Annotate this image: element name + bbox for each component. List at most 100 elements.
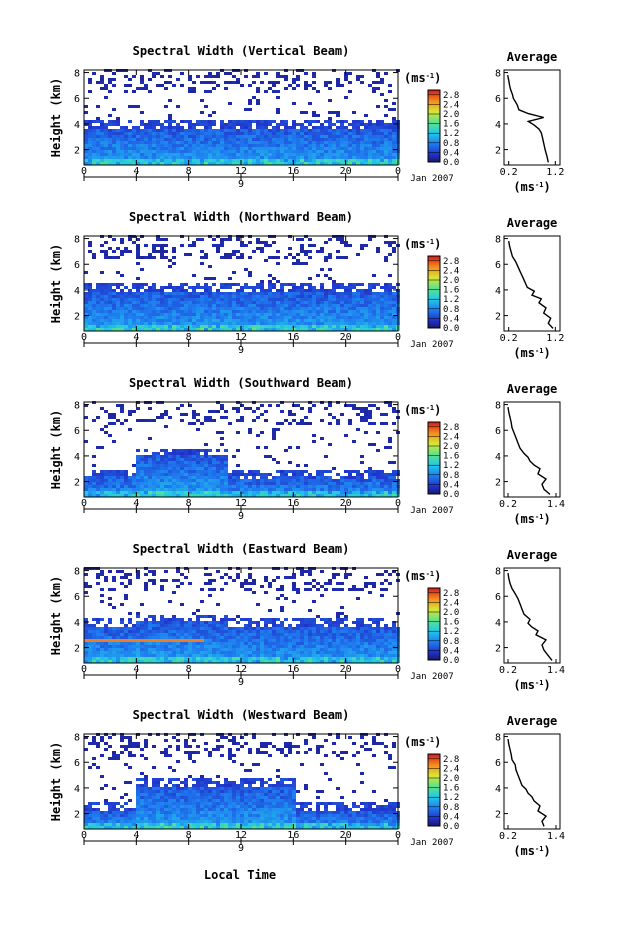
heatmap-cell (160, 479, 164, 482)
heatmap-cell (108, 144, 112, 147)
heatmap-cell (216, 603, 220, 606)
heatmap-cell (388, 307, 392, 310)
heatmap-cell (144, 295, 148, 298)
heatmap-cell (376, 470, 380, 473)
heatmap-cell (296, 322, 300, 325)
heatmap-cell (184, 627, 188, 630)
heatmap-cell (188, 325, 192, 328)
heatmap-cell (296, 473, 300, 476)
heatmap-cell (324, 470, 328, 473)
heatmap-cell (244, 627, 248, 630)
heatmap-cell (160, 585, 164, 588)
heatmap-cell (108, 289, 112, 292)
heatmap-cell (96, 126, 100, 129)
heatmap-cell (240, 253, 244, 256)
heatmap-cell (248, 651, 252, 654)
heatmap-cell (220, 467, 224, 470)
heatmap-cell (128, 573, 132, 576)
heatmap-cell (208, 464, 212, 467)
heatmap-cell (220, 476, 224, 479)
heatmap-cell (180, 144, 184, 147)
heatmap-cell (160, 325, 164, 328)
heatmap-cell (152, 657, 156, 660)
heatmap-cell (160, 476, 164, 479)
heatmap-cell (276, 470, 280, 473)
heatmap-cell (224, 482, 228, 485)
heatmap-cell (208, 594, 212, 597)
heatmap-cell (240, 645, 244, 648)
heatmap-cell (148, 642, 152, 645)
heatmap-cell (256, 651, 260, 654)
heatmap-cell (204, 123, 208, 126)
heatmap-cell (244, 120, 248, 123)
heatmap-cell (288, 639, 292, 642)
heatmap-cell (200, 479, 204, 482)
heatmap-cell (348, 313, 352, 316)
heatmap-cell (168, 322, 172, 325)
heatmap-cell (160, 156, 164, 159)
heatmap-cell (172, 316, 176, 319)
heatmap-cell (292, 322, 296, 325)
heatmap-cell (260, 636, 264, 639)
heatmap-cell (140, 81, 144, 84)
heatmap-cell (360, 123, 364, 126)
heatmap-cell (252, 328, 256, 331)
heatmap-cell (188, 491, 192, 494)
heatmap-cell (352, 156, 356, 159)
heatmap-cell (224, 491, 228, 494)
heatmap-cell (120, 642, 124, 645)
heatmap-cell (312, 485, 316, 488)
x-tick-label: 16 (287, 332, 299, 343)
heatmap-cell (88, 295, 92, 298)
heatmap-cell (188, 141, 192, 144)
heatmap-cell (236, 639, 240, 642)
heatmap-cell (168, 660, 172, 663)
heatmap-cell (124, 295, 128, 298)
heatmap-cell (308, 313, 312, 316)
heatmap-cell (284, 295, 288, 298)
heatmap-cell (160, 645, 164, 648)
heatmap-cell (156, 328, 160, 331)
heatmap-cell (356, 316, 360, 319)
heatmap-cell (220, 132, 224, 135)
heatmap-cell (188, 473, 192, 476)
heatmap-cell (320, 491, 324, 494)
x-tick-label: 16 (287, 166, 299, 177)
heatmap-cell (232, 494, 236, 497)
heatmap-cell (124, 153, 128, 156)
heatmap-cell (392, 304, 396, 307)
heatmap-cell (168, 494, 172, 497)
heatmap-cell (136, 262, 140, 265)
heatmap-cell (216, 132, 220, 135)
heatmap-cell (276, 319, 280, 322)
heatmap-cell (212, 277, 216, 280)
heatmap-cell (256, 630, 260, 633)
heatmap-cell (288, 576, 292, 579)
heatmap-cell (252, 491, 256, 494)
heatmap-cell (204, 443, 208, 446)
heatmap-cell (384, 129, 388, 132)
heatmap-cell (208, 304, 212, 307)
heatmap-cell (192, 316, 196, 319)
heatmap-cell (228, 138, 232, 141)
heatmap-cell (176, 479, 180, 482)
heatmap-cell (264, 479, 268, 482)
heatmap-cell (188, 482, 192, 485)
heatmap-cell (364, 316, 368, 319)
heatmap-cell (376, 123, 380, 126)
heatmap-cell (96, 283, 100, 286)
heatmap-cell (248, 138, 252, 141)
heatmap-cell (92, 482, 96, 485)
heatmap-cell (196, 159, 200, 162)
heatmap-cell (124, 488, 128, 491)
heatmap-cell (84, 295, 88, 298)
heatmap-cell (108, 494, 112, 497)
heatmap-cell (180, 72, 184, 75)
heatmap-cell (128, 491, 132, 494)
heatmap-cell (128, 307, 132, 310)
heatmap-cell (308, 250, 312, 253)
heatmap-cell (372, 443, 376, 446)
heatmap-cell (124, 473, 128, 476)
heatmap-cell (196, 467, 200, 470)
heatmap-cell (140, 156, 144, 159)
